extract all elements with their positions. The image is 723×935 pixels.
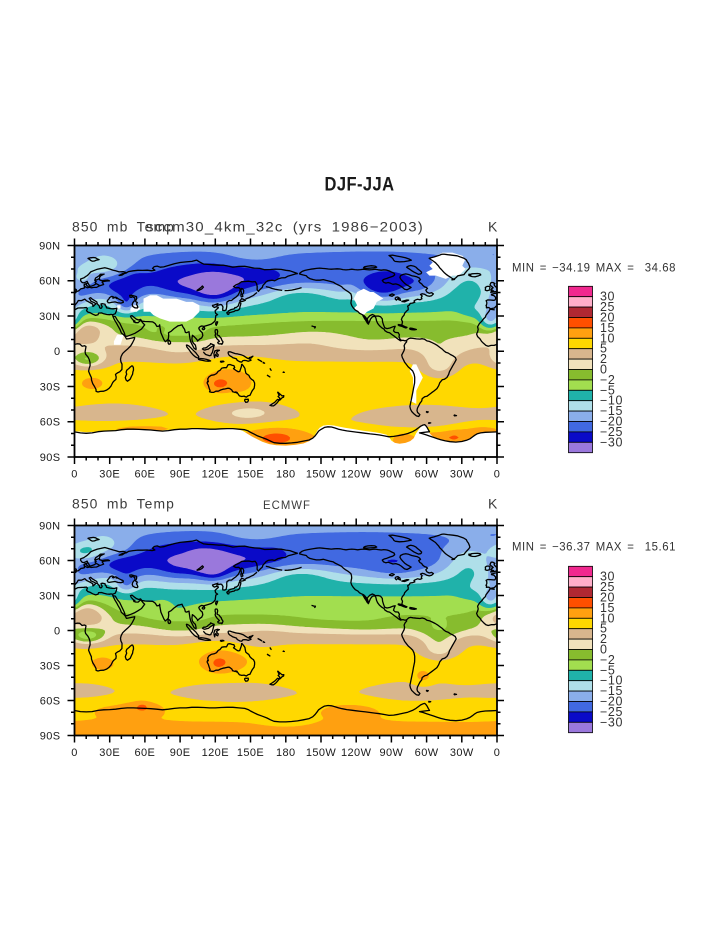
svg-text:30W: 30W [450,469,474,481]
svg-text:30: 30 [600,570,615,584]
svg-text:30E: 30E [99,469,120,481]
svg-text:30: 30 [600,290,615,304]
svg-text:5: 5 [600,342,608,356]
svg-text:−25: −25 [600,705,623,719]
svg-text:850 mb Temp: 850 mb Temp [72,219,175,235]
svg-text:60N: 60N [39,555,60,567]
svg-text:sccm30_4km_32c (yrs 1986−2003): sccm30_4km_32c (yrs 1986−2003) [146,219,424,235]
svg-text:30S: 30S [40,381,61,393]
svg-text:−20: −20 [600,695,623,709]
svg-text:0: 0 [54,625,61,637]
svg-text:−2: −2 [600,653,615,667]
svg-text:0: 0 [54,346,61,358]
svg-text:25: 25 [600,580,615,594]
svg-text:K: K [488,496,498,512]
svg-text:−20: −20 [600,415,623,429]
svg-text:120W: 120W [341,469,372,481]
svg-text:−30: −30 [600,435,623,449]
svg-text:−15: −15 [600,404,623,418]
svg-text:25: 25 [600,300,615,314]
svg-text:90N: 90N [39,520,60,532]
svg-text:90W: 90W [379,469,403,481]
svg-text:DJF-JJA: DJF-JJA [325,174,395,196]
svg-text:−5: −5 [600,663,615,677]
svg-text:60S: 60S [40,417,61,429]
svg-text:ECMWF: ECMWF [263,498,311,512]
svg-text:30W: 30W [450,747,474,759]
svg-text:−10: −10 [600,394,623,408]
svg-text:150E: 150E [237,747,264,759]
svg-text:850 mb Temp: 850 mb Temp [72,496,175,512]
svg-text:60E: 60E [135,469,156,481]
svg-text:90E: 90E [170,469,191,481]
svg-text:60N: 60N [39,276,60,288]
svg-text:60E: 60E [135,747,156,759]
svg-text:150E: 150E [237,469,264,481]
svg-text:30E: 30E [99,747,120,759]
svg-text:0: 0 [71,747,78,759]
svg-text:0: 0 [600,643,608,657]
svg-text:5: 5 [600,622,608,636]
svg-text:90E: 90E [170,747,191,759]
svg-text:MIN = −34.19 MAX = 34.68: MIN = −34.19 MAX = 34.68 [512,263,676,275]
svg-text:0: 0 [600,363,608,377]
svg-text:20: 20 [600,311,615,325]
svg-text:−5: −5 [600,383,615,397]
svg-text:30N: 30N [39,311,60,323]
svg-text:180: 180 [276,747,296,759]
svg-text:0: 0 [494,747,501,759]
svg-text:90N: 90N [39,240,60,252]
svg-text:60S: 60S [40,695,61,707]
svg-text:−2: −2 [600,373,615,387]
svg-text:0: 0 [71,469,78,481]
svg-text:30S: 30S [40,660,61,672]
svg-text:30N: 30N [39,590,60,602]
svg-text:−10: −10 [600,674,623,688]
svg-text:120W: 120W [341,747,372,759]
svg-text:K: K [488,219,498,235]
svg-text:0: 0 [494,469,501,481]
svg-text:15: 15 [600,601,615,615]
svg-text:−15: −15 [600,684,623,698]
svg-text:−25: −25 [600,425,623,439]
svg-text:10: 10 [600,611,615,625]
svg-text:15: 15 [600,321,615,335]
svg-text:150W: 150W [306,469,337,481]
svg-text:90S: 90S [40,730,61,742]
svg-text:20: 20 [600,591,615,605]
svg-text:60W: 60W [415,469,439,481]
svg-text:2: 2 [600,352,608,366]
svg-text:10: 10 [600,331,615,345]
svg-text:120E: 120E [202,469,229,481]
svg-text:120E: 120E [202,747,229,759]
svg-text:MIN = −36.37 MAX = 15.61: MIN = −36.37 MAX = 15.61 [512,542,676,554]
svg-text:60W: 60W [415,747,439,759]
svg-text:90W: 90W [379,747,403,759]
svg-text:2: 2 [600,632,608,646]
svg-text:180: 180 [276,469,296,481]
svg-text:150W: 150W [306,747,337,759]
svg-text:−30: −30 [600,715,623,729]
svg-text:90S: 90S [40,452,61,464]
